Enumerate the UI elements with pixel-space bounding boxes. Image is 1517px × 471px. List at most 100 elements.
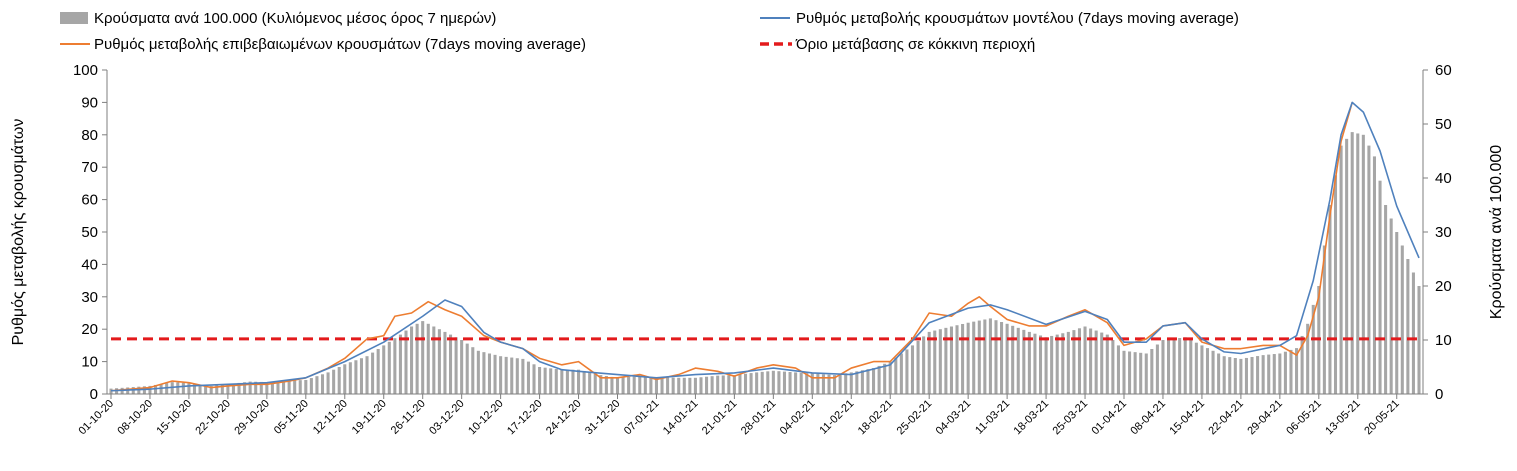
bar <box>1295 348 1299 394</box>
bar <box>1250 357 1254 394</box>
bar <box>1233 358 1237 394</box>
bar <box>966 322 970 394</box>
bar <box>315 376 319 394</box>
x-tick-label: 06-05-21 <box>1284 398 1324 438</box>
bar <box>749 373 753 394</box>
bar <box>320 374 325 394</box>
bar <box>398 334 402 394</box>
bar <box>866 369 870 394</box>
bar <box>109 388 113 394</box>
bar <box>688 377 692 394</box>
y-tick-label-left: 70 <box>81 159 98 176</box>
y-tick-label-left: 50 <box>81 224 98 241</box>
bar <box>738 374 742 394</box>
bar <box>727 375 731 394</box>
bar <box>270 381 274 394</box>
bar <box>499 356 503 394</box>
x-tick-label: 15-04-21 <box>1167 398 1207 438</box>
bar <box>1283 351 1287 394</box>
bar <box>1300 335 1304 394</box>
bar <box>387 341 391 394</box>
x-tick-label: 22-10-20 <box>193 398 233 438</box>
bar <box>1333 175 1338 394</box>
y-tick-label-right: 20 <box>1435 278 1452 295</box>
bar <box>1077 328 1082 394</box>
bar <box>1356 133 1360 394</box>
bar <box>671 377 675 394</box>
bar <box>588 372 592 394</box>
x-tick-label: 01-10-20 <box>76 398 116 438</box>
bar <box>538 367 542 394</box>
bar <box>1000 322 1004 394</box>
x-tick-label: 03-12-20 <box>427 398 467 438</box>
bar <box>1022 329 1026 395</box>
bar <box>1083 326 1087 394</box>
bar <box>944 327 948 394</box>
x-tick-label: 25-02-21 <box>895 398 935 438</box>
x-tick-label: 07-01-21 <box>622 398 662 438</box>
bar <box>1027 331 1031 394</box>
bar <box>638 376 642 394</box>
bar <box>1100 332 1104 394</box>
bar <box>448 334 453 394</box>
bar <box>198 384 202 394</box>
y-axis-title-right: Κρούσματα ανά 100.000 <box>1488 145 1505 319</box>
bar <box>1155 344 1159 394</box>
bar <box>821 374 825 394</box>
bar <box>877 365 881 394</box>
x-tick-label: 18-03-21 <box>1012 398 1052 438</box>
bar <box>699 377 703 394</box>
bar <box>354 360 358 394</box>
bar <box>332 369 336 394</box>
bar <box>265 382 269 394</box>
legend-label-bars: Κρούσματα ανά 100.000 (Κυλιόμενος μέσος … <box>94 10 496 27</box>
bar <box>437 329 441 394</box>
bar <box>610 376 614 394</box>
y-axis-title-left: Ρυθμός μεταβολής κρουσμάτων <box>10 119 27 346</box>
bar <box>1384 205 1388 394</box>
x-tick-label: 24-12-20 <box>544 398 584 438</box>
bar <box>983 319 987 394</box>
bar <box>805 373 809 394</box>
bar <box>504 356 508 395</box>
bar <box>794 372 798 394</box>
bar <box>1289 349 1293 394</box>
x-tick-label: 11-03-21 <box>973 398 1012 437</box>
x-tick-label: 04-02-21 <box>778 398 818 438</box>
bar <box>599 375 603 394</box>
bars-layer <box>109 132 1421 395</box>
bar <box>1222 356 1226 394</box>
legend-label-model: Ρυθμός μεταβολής κρουσμάτων μοντέλου (7d… <box>796 10 1239 27</box>
bar <box>716 375 720 394</box>
bar <box>1094 330 1098 394</box>
x-tick-label: 29-04-21 <box>1245 398 1285 438</box>
x-tick-label: 25-03-21 <box>1051 398 1091 438</box>
bar <box>1011 325 1015 394</box>
bar <box>844 373 848 394</box>
bar <box>1128 351 1132 394</box>
bar <box>1228 357 1232 394</box>
bar <box>393 338 397 394</box>
bar <box>231 383 235 394</box>
bar <box>760 371 764 394</box>
bar <box>994 320 998 394</box>
x-tick-label: 14-01-21 <box>661 398 701 438</box>
bar <box>654 377 658 394</box>
bar <box>421 321 425 394</box>
series-confirmed-line <box>110 102 1353 392</box>
bar <box>1417 286 1421 394</box>
bar <box>209 385 213 394</box>
bar <box>810 373 814 394</box>
y-tick-label-right: 40 <box>1435 170 1452 187</box>
bar <box>1122 350 1126 394</box>
bar <box>493 354 497 394</box>
x-tick-label: 13-05-21 <box>1323 398 1363 438</box>
bar <box>615 377 620 394</box>
bar <box>426 323 430 394</box>
x-tick-label: 08-10-20 <box>115 398 155 438</box>
bar <box>415 323 419 394</box>
bar <box>1367 145 1371 394</box>
bar <box>677 377 681 394</box>
bar <box>1272 354 1276 394</box>
bar <box>148 385 152 394</box>
